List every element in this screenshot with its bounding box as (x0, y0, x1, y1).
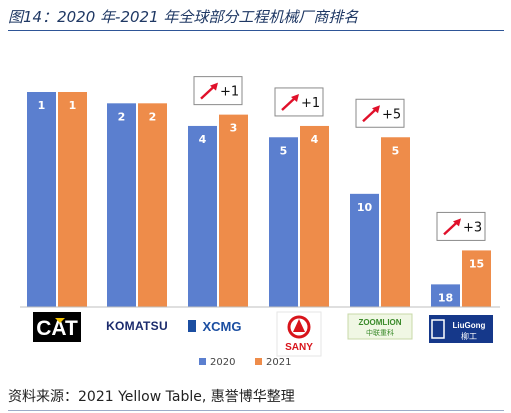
bar-2021-cat (58, 92, 87, 307)
annotation-box (193, 76, 243, 106)
value-label-2021-zoomlion: 5 (392, 144, 400, 157)
annotation-text: +3 (463, 220, 482, 235)
cat-logo-bg (33, 312, 81, 342)
value-label-2021-komatsu: 2 (149, 110, 157, 123)
rank-change-annotation-liugong: +3 (436, 211, 486, 241)
rank-change-annotation-xcmg: +1 (193, 76, 243, 106)
xcmg-logo: XCMG (188, 319, 242, 334)
value-label-2020-sany: 5 (280, 144, 288, 157)
arrow-head (372, 105, 380, 114)
bar-2021-sany (300, 125, 329, 308)
value-label-2021-xcmg: 3 (230, 122, 238, 135)
value-label-2020-komatsu: 2 (118, 110, 126, 123)
chart-title: 图14：2020 年-2021 年全球部分工程机械厂商排名 (8, 8, 359, 26)
xcmg-logo-text: XCMG (203, 319, 242, 334)
rank-change-annotation-zoomlion: +5 (355, 98, 405, 128)
annotation-box (355, 98, 405, 128)
bar-2020-xcmg (188, 125, 217, 308)
bar-2021-xcmg (219, 114, 248, 307)
liugong-logo-cn: 柳工 (461, 331, 477, 341)
bar-2020-zoomlion (350, 193, 379, 307)
bar-2020-liugong (431, 284, 460, 307)
sany-logo-triangle (293, 319, 305, 332)
legend-swatch-2020 (199, 358, 206, 365)
zoomlion-logo-text: ZOOMLION (358, 318, 401, 327)
arrow-head (453, 218, 461, 227)
xcmg-logo-mark (188, 320, 196, 332)
bar-2020-komatsu (107, 103, 136, 307)
value-label-2021-cat: 1 (69, 99, 77, 112)
bar-2021-zoomlion (381, 137, 410, 307)
arrow-head (291, 93, 299, 102)
legend-label-2020: 2020 (210, 357, 235, 368)
liugong-logo-text: LiuGong (453, 321, 486, 330)
annotation-text: +1 (301, 96, 320, 111)
liugong-logo-mark (431, 319, 445, 339)
value-label-2021-liugong: 15 (469, 257, 484, 270)
bar-2020-sany (269, 137, 298, 307)
value-label-2020-xcmg: 4 (199, 133, 207, 146)
bar-2021-komatsu (138, 103, 167, 307)
cat-logo: CAT (33, 312, 81, 342)
cat-logo-triangle (55, 318, 65, 323)
source-divider (8, 410, 504, 411)
annotation-box (436, 211, 486, 241)
sany-logo-ring (287, 315, 311, 339)
value-label-2021-sany: 4 (311, 133, 319, 146)
value-label-2020-liugong: 18 (438, 291, 453, 304)
cat-logo-text: CAT (36, 317, 78, 340)
title-divider (8, 30, 504, 31)
source-note: 资料来源：2021 Yellow Table, 惠誉博华整理 (8, 389, 295, 405)
value-label-2020-zoomlion: 10 (357, 201, 373, 214)
sany-logo-text: SANY (285, 342, 313, 353)
value-label-2020-cat: 1 (38, 99, 46, 112)
zoomlion-logo-bg (347, 313, 413, 340)
annotation-box (274, 87, 324, 117)
rank-change-annotation-sany: +1 (274, 87, 324, 117)
legend-label-2021: 2021 (266, 357, 291, 368)
legend-swatch-2021 (255, 358, 262, 365)
sany-logo: SANY (276, 311, 322, 357)
annotation-text: +5 (382, 107, 401, 122)
zoomlion-logo-cn: 中联重科 (366, 328, 394, 337)
bar-2021-liugong (462, 250, 491, 307)
arrow-head (210, 82, 218, 91)
komatsu-logo: KOMATSU (106, 319, 168, 333)
bar-2020-cat (27, 92, 56, 307)
annotation-text: +1 (220, 85, 239, 100)
